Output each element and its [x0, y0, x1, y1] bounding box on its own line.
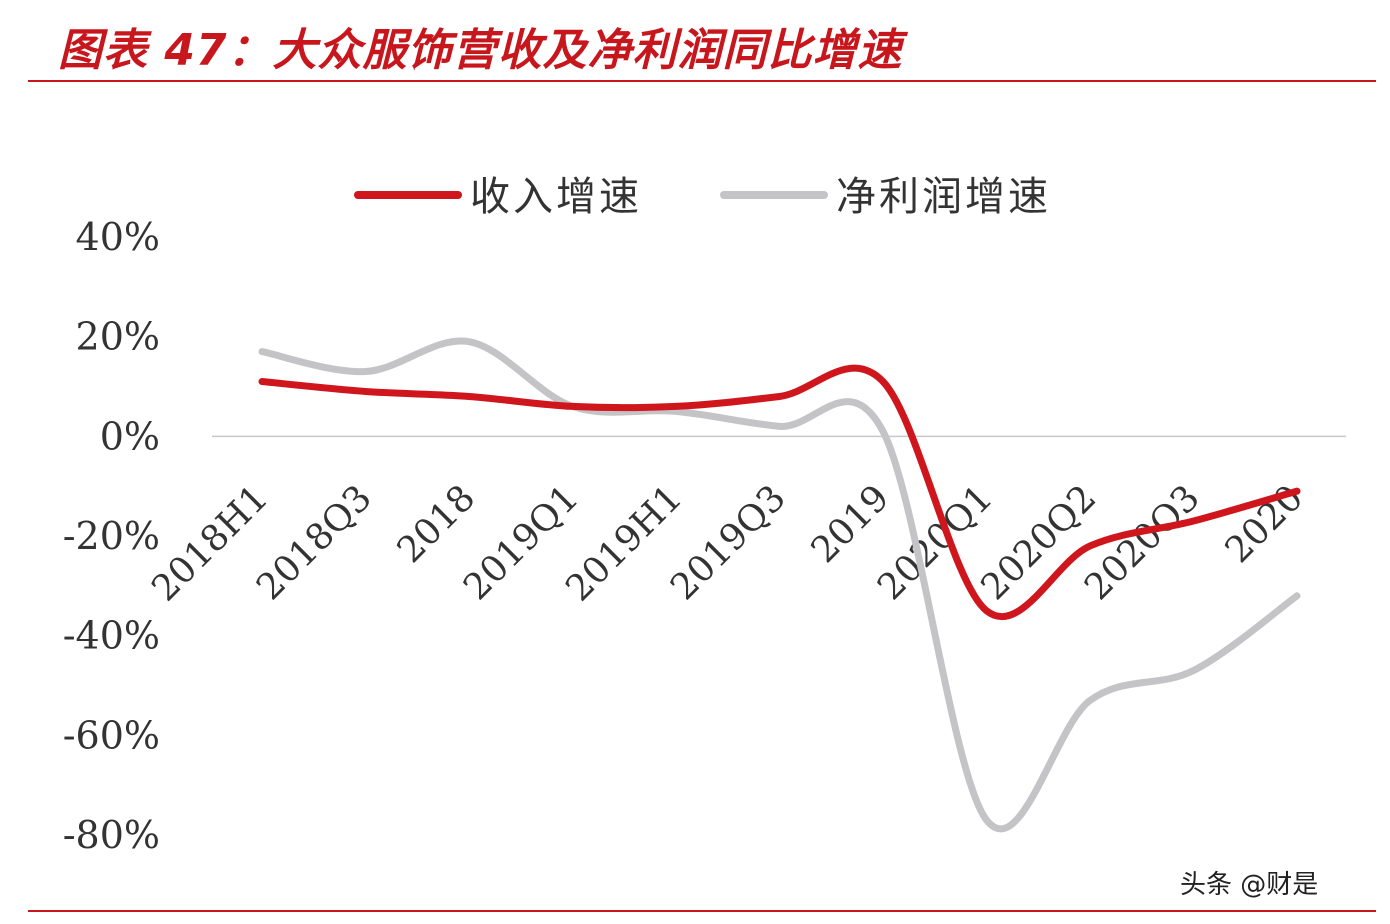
y-tick-label: 0% — [100, 414, 160, 458]
legend-revenue-growth-label: 收入增速 — [470, 174, 642, 220]
y-tick-label: 20% — [76, 315, 160, 359]
x-tick-label: 2019H1 — [558, 477, 690, 609]
x-tick-label: 2018 — [390, 477, 484, 571]
x-tick-label: 2019Q3 — [663, 477, 794, 608]
title-divider — [28, 80, 1376, 82]
series-line-net-profit-growth — [258, 337, 1301, 833]
y-tick-label: -20% — [63, 514, 160, 558]
watermark: 头条 @财是 — [1180, 870, 1319, 900]
x-tick-label: 2018Q3 — [249, 477, 380, 608]
series-line-revenue-growth — [258, 364, 1301, 621]
x-tick-label: 2018H1 — [144, 477, 276, 609]
x-tick-label: 2019 — [804, 477, 898, 571]
footer-divider — [28, 910, 1376, 912]
y-tick-label: -40% — [63, 614, 160, 658]
y-tick-label: 40% — [76, 215, 160, 259]
y-tick-label: -60% — [63, 713, 160, 757]
y-tick-label: -80% — [63, 813, 160, 857]
chart-title: 图表 47：大众服饰营收及净利润同比增速 — [58, 25, 903, 76]
legend-net-profit-growth-label: 净利润增速 — [836, 174, 1051, 220]
